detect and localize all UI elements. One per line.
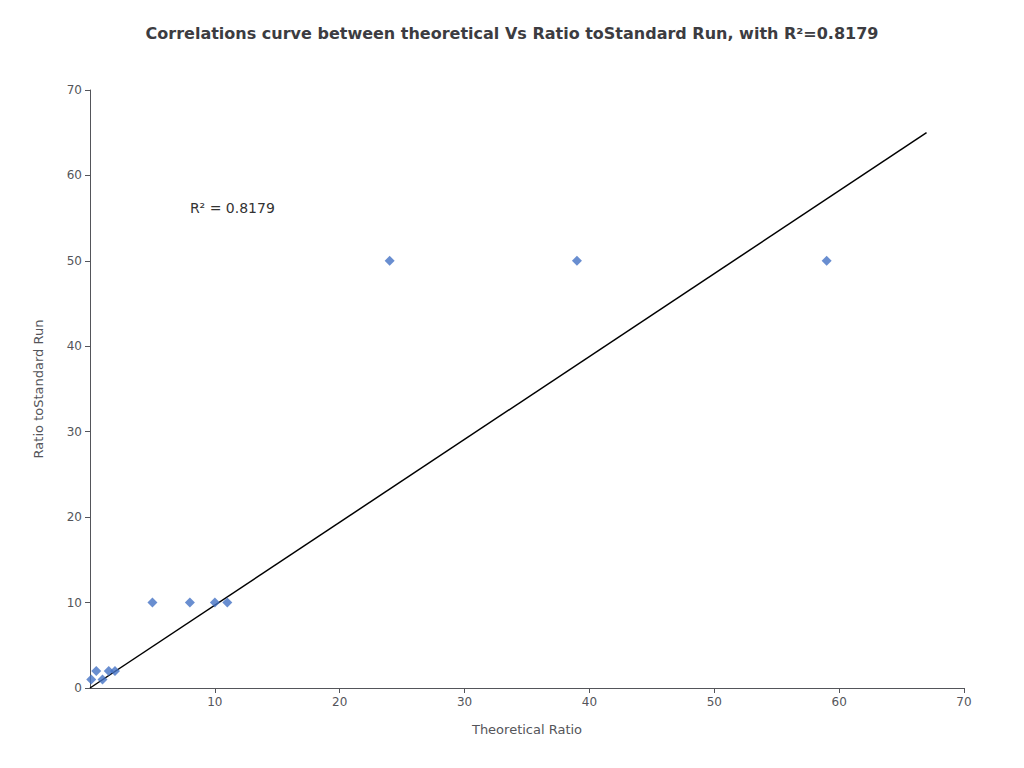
svg-text:50: 50 [67,254,82,268]
svg-text:40: 40 [67,339,82,353]
svg-text:10: 10 [207,695,222,709]
svg-text:Ratio toStandard Run: Ratio toStandard Run [31,320,46,459]
svg-text:60: 60 [67,168,82,182]
svg-text:50: 50 [707,695,722,709]
svg-text:70: 70 [956,695,971,709]
svg-text:20: 20 [332,695,347,709]
svg-text:30: 30 [457,695,472,709]
svg-text:60: 60 [832,695,847,709]
svg-text:R² = 0.8179: R² = 0.8179 [190,200,275,216]
svg-text:Correlations curve between the: Correlations curve between theoretical V… [146,24,879,43]
svg-text:40: 40 [582,695,597,709]
svg-text:30: 30 [67,425,82,439]
svg-text:0: 0 [74,681,82,695]
svg-text:20: 20 [67,510,82,524]
svg-text:Theoretical Ratio: Theoretical Ratio [471,722,582,737]
svg-text:70: 70 [67,83,82,97]
svg-text:10: 10 [67,596,82,610]
